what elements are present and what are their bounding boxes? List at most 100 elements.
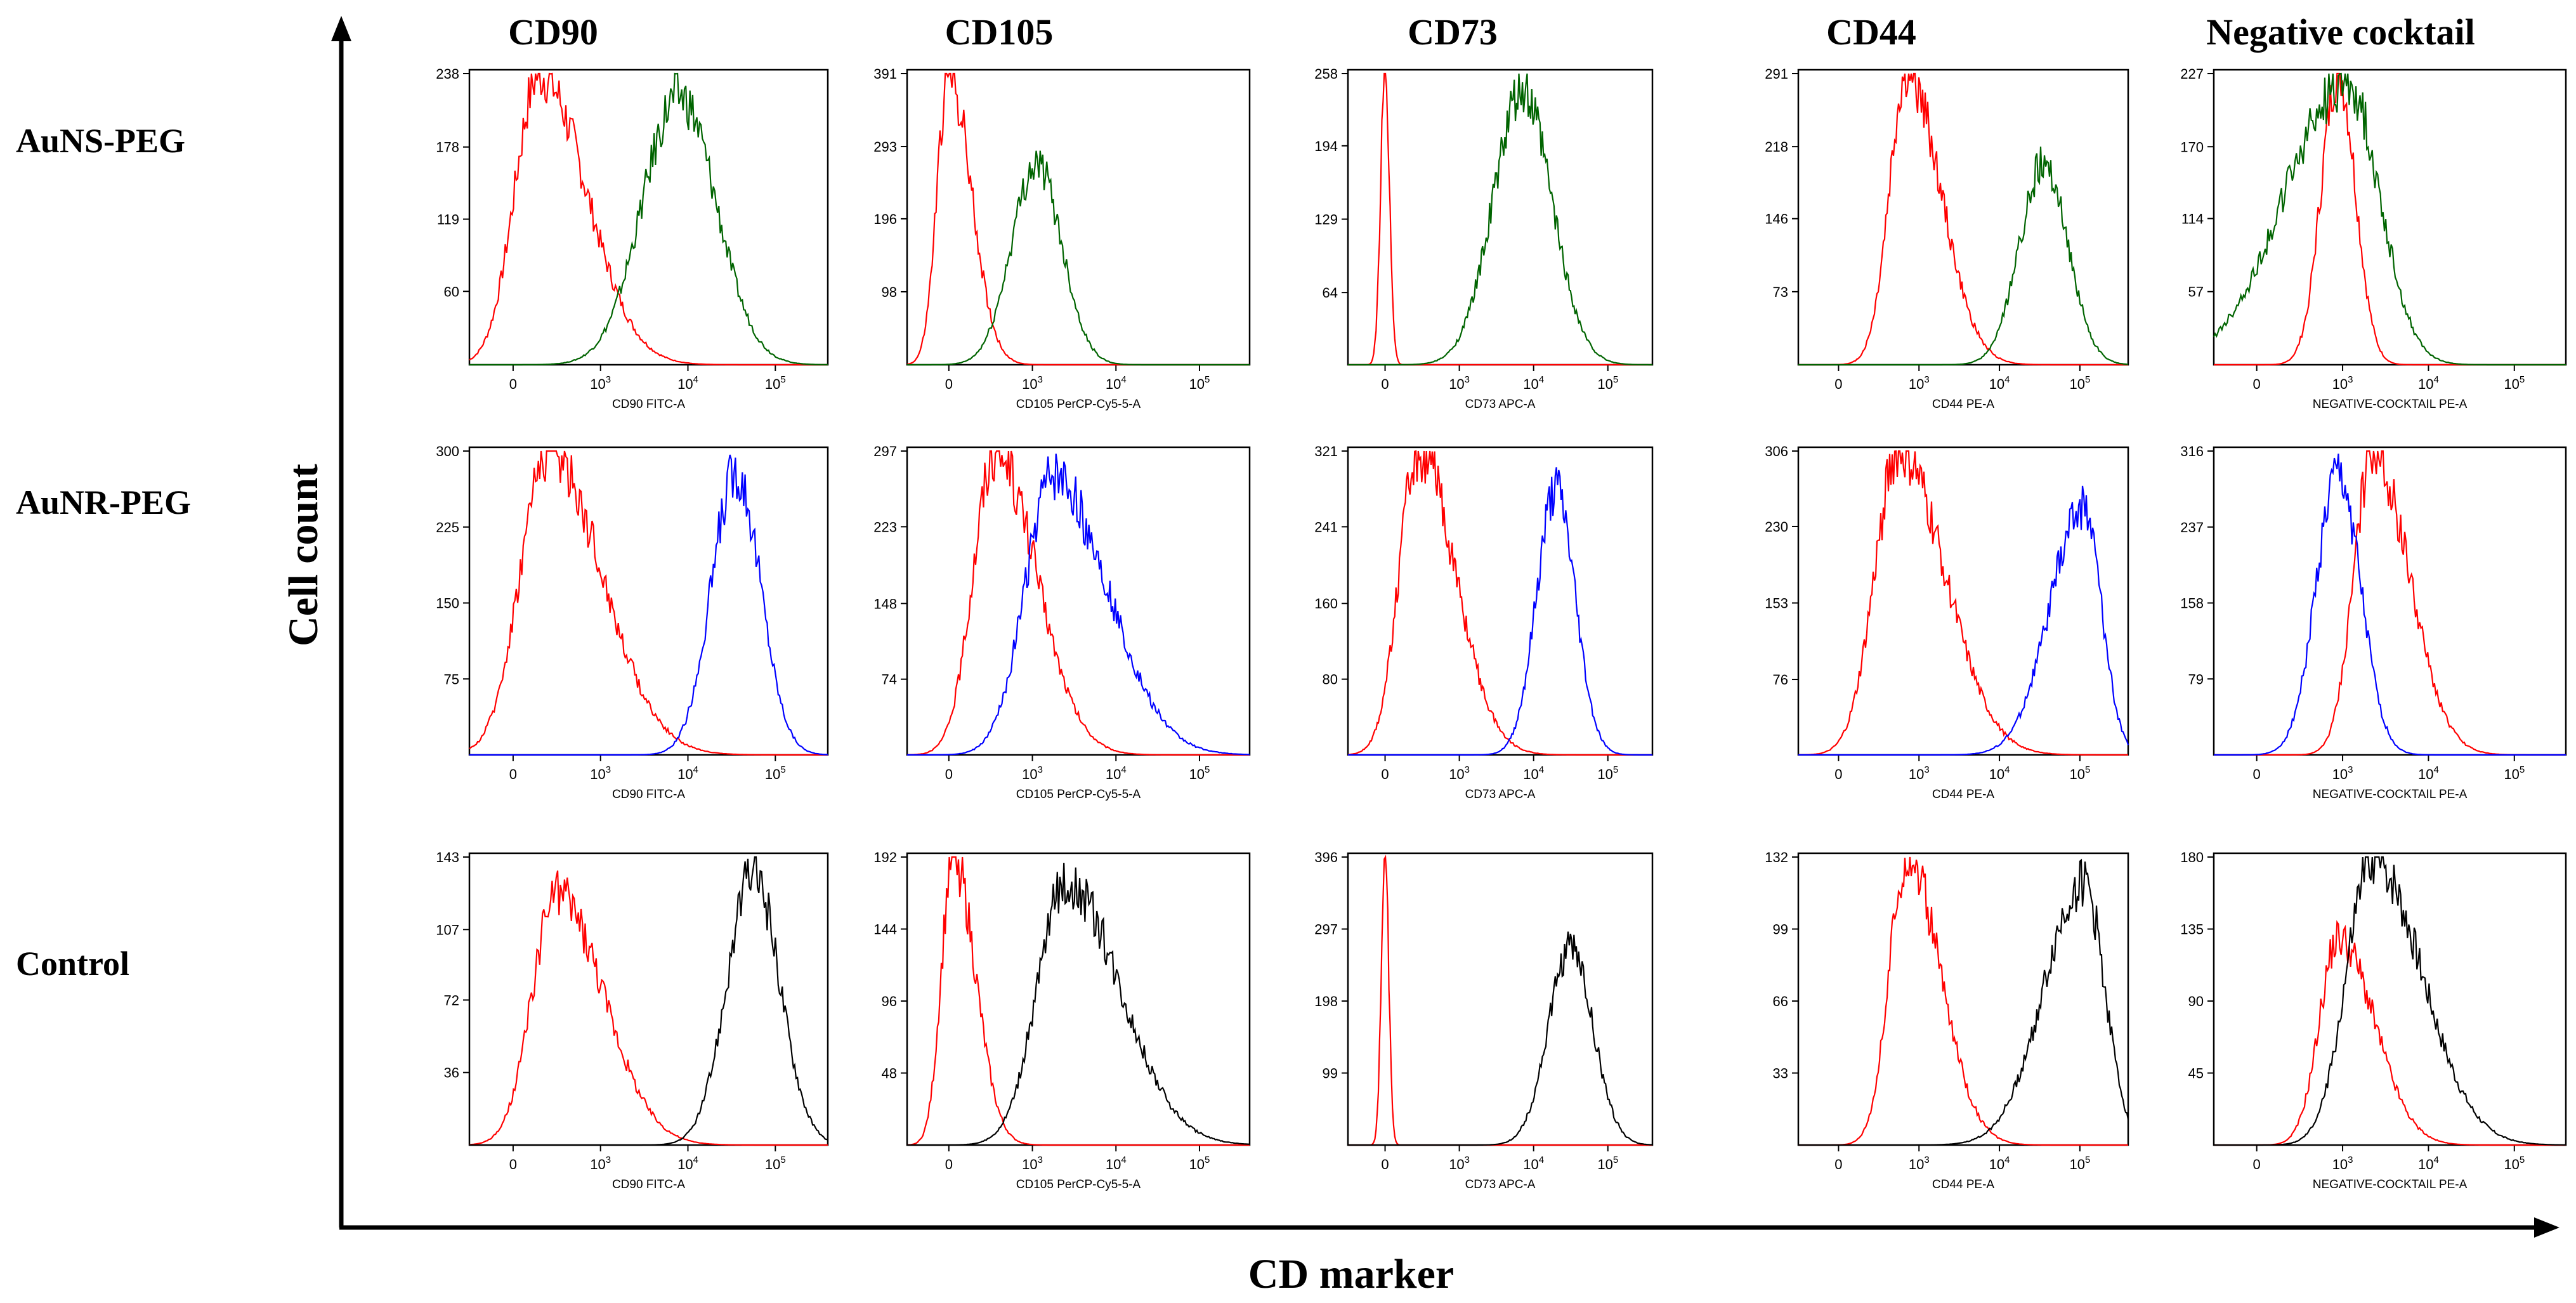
x-axis-title: CD marker <box>1248 1251 1454 1297</box>
y-tick-label: 75 <box>444 671 459 687</box>
x-tick-label: 104 <box>1989 374 2010 392</box>
x-tick-label: 105 <box>2069 1155 2090 1172</box>
x-tick-label: 0 <box>1834 376 1842 392</box>
x-axis-channel-label: CD90 FITC-A <box>612 788 685 801</box>
sample-histogram <box>1348 467 1652 756</box>
column-title-cd73: CD73 <box>1408 11 1498 53</box>
panel-frame <box>2213 852 2567 1146</box>
y-tick-label: 297 <box>1314 922 1338 938</box>
isotype-control-histogram <box>1348 854 1652 1146</box>
histogram-panels: 60 119 178 238 0 103 104 105 CD90 FITC-A 98 196 293… <box>436 66 2567 1191</box>
sample-histogram <box>1348 931 1653 1146</box>
histogram-panel-auns-peg-cd44: 73 146 218 291 0 103 104 105 CD44 PE-A <box>1765 66 2129 411</box>
sample-histogram <box>2214 856 2566 1146</box>
x-tick-label: 103 <box>590 374 611 392</box>
sample-histogram <box>469 856 828 1146</box>
panel-frame <box>2213 69 2567 366</box>
x-tick-label: 104 <box>1106 1155 1127 1172</box>
y-tick-label: 80 <box>1323 672 1338 688</box>
x-tick-label: 104 <box>677 374 698 392</box>
x-tick-label: 104 <box>1106 374 1127 392</box>
x-tick-label: 105 <box>1189 764 1210 782</box>
x-axis-channel-label: CD73 APC-A <box>1465 398 1536 411</box>
y-tick-label: 293 <box>873 139 897 155</box>
y-tick-label: 72 <box>444 992 459 1008</box>
histogram-panel-aunr-peg-cd73: 80 160 241 321 0 103 104 105 CD73 APC-A <box>1314 443 1654 801</box>
y-tick-label: 150 <box>436 596 459 612</box>
sample-histogram <box>1798 485 2129 756</box>
y-tick-label: 194 <box>1314 138 1338 154</box>
x-axis-channel-label: CD90 FITC-A <box>612 1178 685 1191</box>
x-tick-label: 0 <box>509 766 517 782</box>
x-tick-label: 104 <box>1523 1155 1544 1172</box>
y-tick-label: 45 <box>2188 1066 2204 1082</box>
isotype-control-histogram <box>469 870 828 1146</box>
x-tick-label: 103 <box>2332 764 2353 782</box>
histogram-panel-auns-peg-cd90: 60 119 178 238 0 103 104 105 CD90 FITC-A <box>436 66 829 411</box>
x-tick-label: 103 <box>2332 1155 2353 1172</box>
y-tick-label: 33 <box>1773 1066 1788 1082</box>
isotype-control-histogram <box>2214 450 2566 756</box>
x-tick-label: 0 <box>945 376 953 392</box>
y-axis-title: Cell count <box>280 464 327 646</box>
y-tick-label: 48 <box>882 1066 897 1082</box>
y-tick-label: 391 <box>873 66 897 82</box>
panel-frame <box>1797 852 2129 1146</box>
histogram-panel-auns-peg-cd105: 98 196 293 391 0 103 104 105 CD105 PerCP-Cy5-5-A <box>873 66 1251 411</box>
column-title-cd105: CD105 <box>945 11 1054 53</box>
y-tick-label: 178 <box>436 140 459 155</box>
histogram-panel-control-cd105: 48 96 144 192 0 103 104 105 CD105 PerCP-Cy5-5-A <box>873 849 1251 1191</box>
x-tick-label: 103 <box>590 1155 611 1172</box>
x-tick-label: 103 <box>1449 1155 1470 1172</box>
sample-histogram <box>907 454 1250 756</box>
x-tick-label: 0 <box>2253 376 2261 392</box>
sample-histogram <box>907 150 1250 366</box>
y-tick-label: 73 <box>1773 284 1788 300</box>
x-tick-label: 105 <box>765 764 786 782</box>
x-tick-label: 105 <box>1189 374 1210 392</box>
x-tick-label: 103 <box>590 764 611 782</box>
y-tick-label: 180 <box>2180 849 2204 865</box>
sample-histogram <box>1798 147 2129 366</box>
x-tick-label: 104 <box>1989 764 2010 782</box>
isotype-control-histogram <box>1798 856 2128 1146</box>
histogram-panel-aunr-peg-cd44: 76 153 230 306 0 103 104 105 CD44 PE-A <box>1765 443 2129 801</box>
sample-histogram <box>1798 858 2129 1146</box>
x-axis-channel-label: CD44 PE-A <box>1932 788 1995 801</box>
y-tick-label: 99 <box>1323 1066 1338 1082</box>
y-tick-label: 119 <box>437 212 459 228</box>
x-tick-label: 105 <box>2069 764 2090 782</box>
panel-frame <box>1797 69 2129 366</box>
x-tick-label: 105 <box>2069 374 2090 392</box>
isotype-control-histogram <box>1798 450 2128 756</box>
column-title-cd90: CD90 <box>508 11 598 53</box>
x-tick-label: 104 <box>1523 374 1544 392</box>
x-tick-label: 103 <box>1022 374 1043 392</box>
y-tick-label: 300 <box>436 443 459 459</box>
y-tick-label: 198 <box>1314 993 1338 1009</box>
x-tick-label: 104 <box>677 764 698 782</box>
x-tick-label: 105 <box>2504 374 2525 392</box>
isotype-control-histogram <box>1348 72 1652 366</box>
y-tick-label: 196 <box>873 211 897 227</box>
x-tick-label: 105 <box>1189 1155 1210 1172</box>
y-tick-label: 114 <box>2181 211 2204 226</box>
y-tick-label: 57 <box>2188 284 2204 300</box>
histogram-panel-aunr-peg-cd105: 74 148 223 297 0 103 104 105 CD105 PerCP-Cy5-5-A <box>873 443 1251 801</box>
x-tick-label: 105 <box>1597 374 1618 392</box>
x-tick-label: 103 <box>1022 1155 1043 1172</box>
y-tick-label: 76 <box>1773 672 1788 688</box>
y-tick-label: 396 <box>1314 849 1338 865</box>
y-tick-label: 96 <box>882 993 897 1009</box>
isotype-control-histogram <box>1347 450 1652 756</box>
y-tick-label: 170 <box>2180 139 2204 155</box>
x-tick-label: 105 <box>1597 764 1618 782</box>
x-tick-label: 104 <box>2418 764 2439 782</box>
y-tick-label: 192 <box>873 849 897 865</box>
histogram-panel-auns-peg-negative-cocktail: 57 114 170 227 0 103 104 105 NEGATIVE-COCKTAIL P… <box>2180 66 2567 411</box>
y-tick-label: 230 <box>1765 519 1788 535</box>
x-axis-channel-label: CD73 APC-A <box>1465 1178 1536 1191</box>
panel-frame <box>1797 446 2129 756</box>
x-tick-label: 0 <box>2253 766 2261 782</box>
panel-frame <box>468 69 829 366</box>
